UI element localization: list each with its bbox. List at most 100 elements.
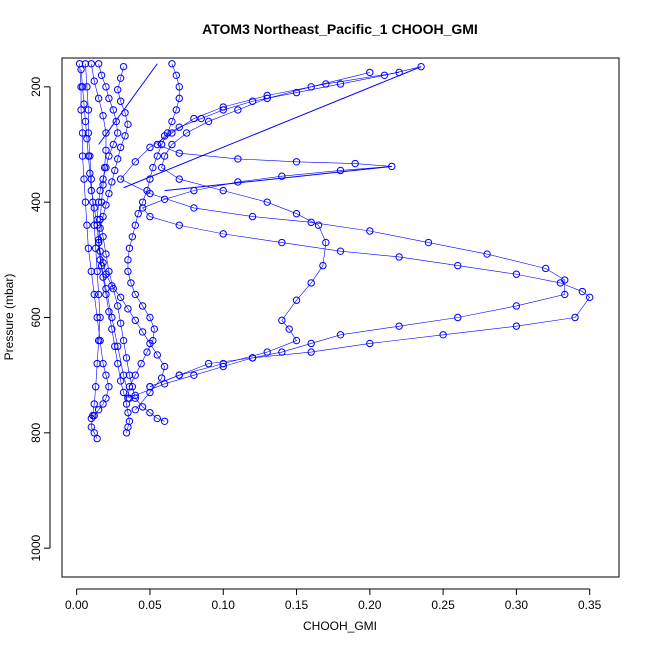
data-point	[94, 94, 103, 103]
data-point	[109, 284, 118, 293]
data-point	[160, 417, 169, 425]
data-point	[197, 114, 205, 123]
data-point	[234, 178, 242, 186]
data-point	[108, 313, 116, 322]
data-point	[153, 152, 161, 160]
data-point	[77, 106, 85, 114]
data-point	[172, 71, 181, 80]
data-point	[322, 238, 330, 247]
x-tick-label: 0.35	[578, 598, 602, 612]
data-point	[439, 331, 447, 339]
data-point	[512, 302, 521, 310]
data-point	[94, 60, 103, 68]
data-point	[219, 230, 227, 238]
data-point	[146, 383, 154, 391]
data-point	[87, 414, 96, 423]
data-point	[81, 198, 90, 206]
data-point	[90, 429, 98, 437]
data-point	[285, 325, 293, 333]
x-tick-label: 0.00	[65, 598, 89, 612]
data-point	[119, 62, 128, 71]
data-point	[116, 293, 125, 302]
data-point	[146, 212, 154, 221]
profile-connector-line	[123, 66, 422, 189]
data-point	[542, 264, 550, 273]
data-point	[366, 339, 374, 348]
data-point	[263, 348, 271, 356]
data-point	[143, 348, 151, 356]
data-point	[128, 383, 137, 391]
data-point	[80, 175, 88, 183]
data-point	[190, 114, 198, 123]
data-point	[578, 287, 587, 296]
data-point	[87, 186, 96, 195]
x-tick-label: 0.25	[431, 598, 455, 612]
data-point	[512, 322, 521, 330]
data-point	[93, 221, 101, 229]
data-point	[127, 279, 135, 287]
data-point	[121, 132, 129, 140]
data-point	[146, 313, 154, 322]
data-point	[137, 359, 145, 368]
data-point	[84, 129, 93, 137]
profile-line	[80, 69, 130, 433]
data-point	[153, 140, 161, 149]
data-point	[81, 117, 90, 126]
data-point	[292, 158, 301, 166]
data-point	[90, 221, 98, 229]
data-point	[97, 261, 106, 270]
profile-line	[120, 72, 566, 396]
data-point	[163, 129, 172, 137]
data-point	[90, 77, 98, 85]
data-point	[87, 267, 96, 276]
data-point	[454, 261, 462, 270]
data-point	[143, 186, 151, 195]
profile-connector-line	[164, 165, 392, 192]
data-point	[319, 261, 327, 270]
data-point	[99, 359, 107, 368]
data-point	[292, 88, 301, 97]
x-tick-label: 0.05	[138, 598, 162, 612]
data-point	[125, 394, 134, 402]
chart-title: ATOM3 Northeast_Pacific_1 CHOOH_GMI	[202, 21, 478, 37]
data-point	[175, 123, 183, 131]
data-point	[219, 103, 227, 111]
data-point	[99, 233, 107, 241]
data-point	[102, 129, 110, 137]
data-point	[93, 359, 101, 368]
data-point	[93, 215, 101, 224]
data-point	[561, 276, 569, 284]
data-point	[119, 388, 128, 397]
data-point	[336, 331, 345, 339]
data-point	[119, 336, 128, 345]
data-point	[182, 129, 191, 137]
data-point	[454, 313, 462, 322]
data-point	[96, 313, 104, 322]
profile-line	[142, 66, 591, 387]
data-point	[138, 403, 147, 411]
data-point	[124, 120, 132, 129]
data-point	[112, 117, 120, 126]
data-point	[78, 152, 87, 160]
data-point	[175, 94, 183, 103]
data-point	[204, 117, 213, 126]
data-point	[417, 62, 425, 71]
data-point	[105, 383, 113, 391]
data-point	[336, 80, 345, 88]
data-point	[122, 400, 131, 408]
data-point	[102, 284, 110, 293]
data-point	[263, 91, 271, 100]
data-point	[116, 377, 125, 385]
data-point	[366, 227, 374, 235]
data-point	[102, 250, 110, 258]
data-point	[150, 325, 159, 333]
data-point	[157, 374, 166, 382]
data-point	[314, 221, 323, 229]
data-point	[131, 394, 139, 402]
data-point	[204, 359, 213, 368]
data-point	[75, 60, 84, 68]
data-point	[108, 325, 116, 333]
data-point	[278, 172, 286, 180]
data-point	[89, 198, 97, 206]
data-point	[105, 189, 113, 198]
